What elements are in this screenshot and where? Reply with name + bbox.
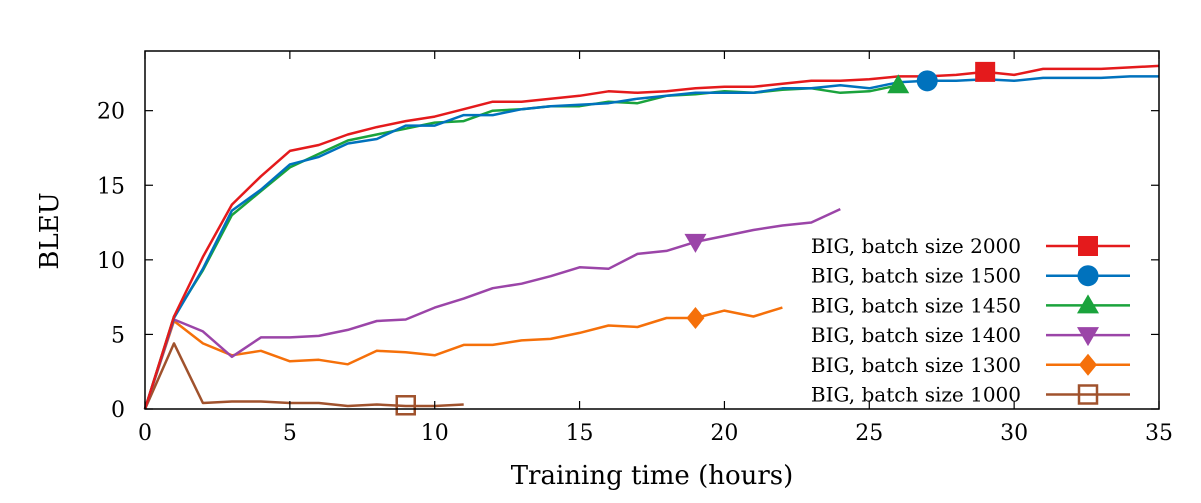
y-tick-label: 0 [111,398,125,423]
legend-marker [1079,353,1097,376]
x-tick-label: 35 [1145,421,1173,446]
y-tick-label: 15 [97,174,125,199]
legend-marker [1078,236,1098,256]
legend-label: BIG, batch size 1500 [811,264,1021,288]
x-tick-label: 30 [1000,421,1028,446]
x-axis-ticks: 0 5 10 15 20 25 30 35 [138,51,1173,446]
y-axis-ticks: 0 5 10 15 20 [97,100,1159,423]
plot-frame [144,50,1160,410]
y-axis-label: BLEU [35,192,65,269]
x-tick-label: 15 [566,421,594,446]
legend-marker [1077,327,1099,347]
series-marker [684,233,707,253]
legend-label: BIG, batch size 1000 [811,383,1021,407]
plot-markers [395,61,996,416]
series-marker [916,70,938,92]
x-tick-label: 25 [855,421,883,446]
x-axis-label: Training time (hours) [511,461,794,491]
series-line [143,306,783,410]
y-tick-label: 20 [97,100,125,125]
legend-label: BIG, batch size 1400 [811,323,1021,347]
series-marker [975,61,996,82]
legend-label: BIG, batch size 2000 [811,234,1021,258]
x-tick-label: 5 [283,421,297,446]
y-tick-label: 5 [111,323,125,348]
series-line [143,84,899,410]
x-tick-label: 20 [710,421,738,446]
plot-lines [143,64,1160,410]
legend-marker [1077,384,1099,405]
legend-label: BIG, batch size 1300 [811,353,1021,377]
series-line [143,207,841,410]
series-marker [887,74,910,94]
legend-label: BIG, batch size 1450 [811,293,1021,317]
series-marker [395,395,416,416]
legend: BIG, batch size 2000 BIG, batch size 1500… [811,234,1130,407]
series-marker [686,307,705,330]
x-tick-label: 10 [421,421,449,446]
x-tick-label: 0 [138,421,152,446]
legend-marker [1077,265,1099,287]
series-line [143,342,464,410]
legend-marker [1077,294,1099,314]
y-tick-label: 10 [97,249,125,274]
